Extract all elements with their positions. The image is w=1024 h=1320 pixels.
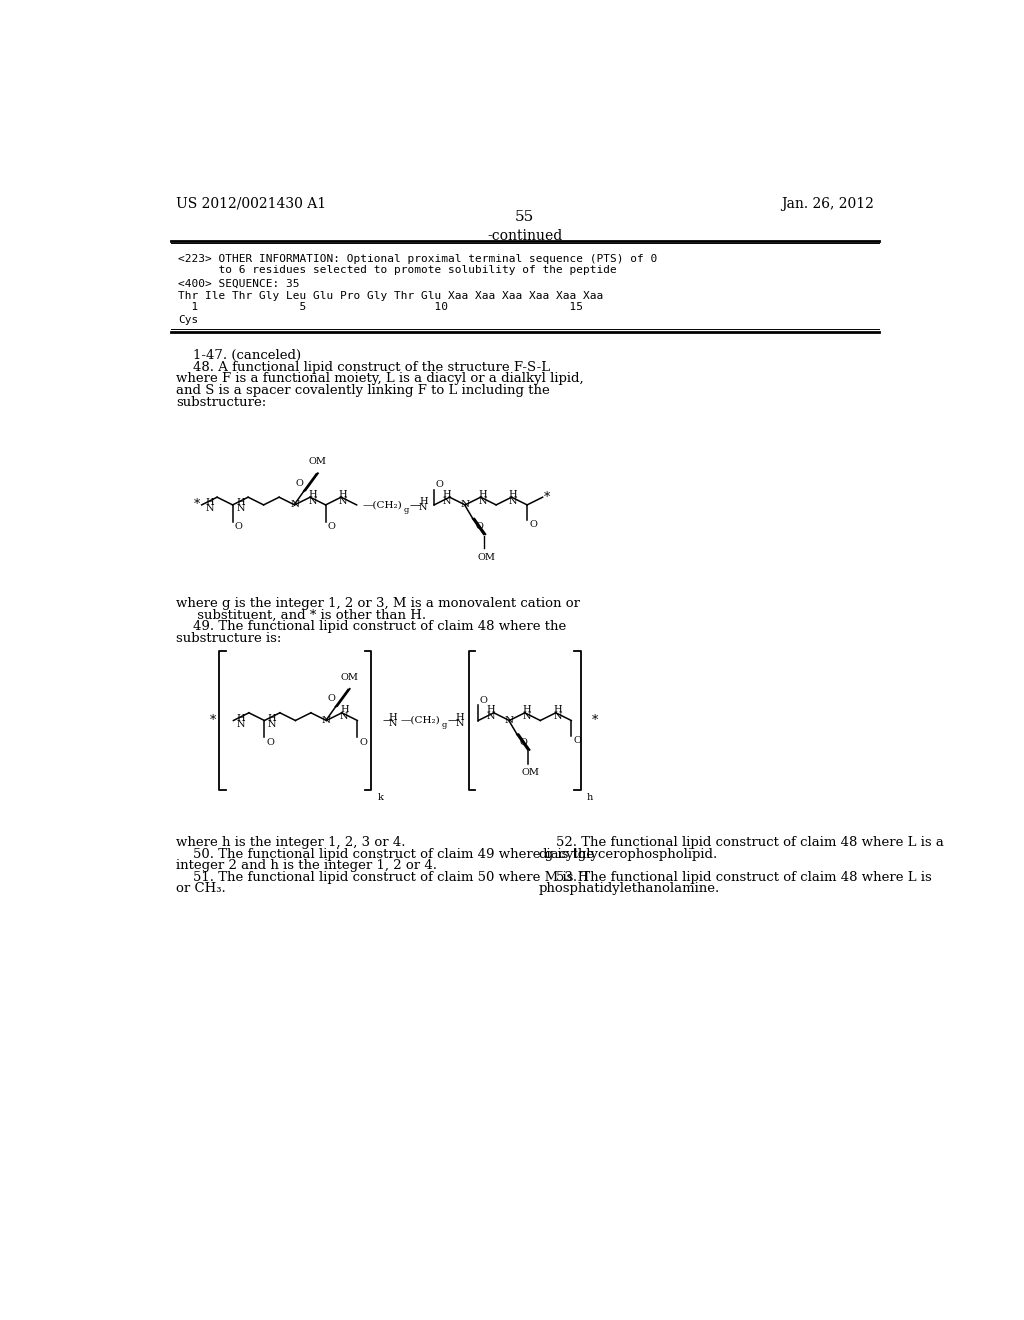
Text: H: H: [523, 705, 531, 714]
Text: g: g: [403, 506, 410, 513]
Text: g: g: [442, 721, 447, 729]
Text: where F is a functional moiety, L is a diacyl or a dialkyl lipid,: where F is a functional moiety, L is a d…: [176, 372, 584, 385]
Text: Thr Ile Thr Gly Leu Glu Pro Gly Thr Glu Xaa Xaa Xaa Xaa Xaa Xaa: Thr Ile Thr Gly Leu Glu Pro Gly Thr Glu …: [178, 290, 603, 301]
Text: H: H: [486, 705, 495, 714]
Text: —: —: [447, 715, 459, 726]
Text: O: O: [435, 480, 443, 490]
Text: 51. The functional lipid construct of claim 50 where M is H: 51. The functional lipid construct of cl…: [176, 871, 589, 883]
Text: Jan. 26, 2012: Jan. 26, 2012: [780, 197, 873, 211]
Text: *: *: [210, 714, 216, 727]
Text: H: H: [205, 498, 214, 507]
Text: O: O: [266, 738, 274, 747]
Text: N: N: [290, 500, 299, 510]
Text: 1-47. (canceled): 1-47. (canceled): [176, 350, 301, 363]
Text: *: *: [544, 491, 550, 504]
Text: O: O: [480, 696, 487, 705]
Text: substructure is:: substructure is:: [176, 632, 282, 645]
Text: H: H: [553, 705, 561, 714]
Text: —: —: [410, 500, 421, 510]
Text: N: N: [419, 503, 428, 512]
Text: H: H: [338, 490, 347, 499]
Text: 55: 55: [515, 210, 535, 224]
Text: 49. The functional lipid construct of claim 48 where the: 49. The functional lipid construct of cl…: [176, 620, 566, 634]
Text: H: H: [237, 498, 245, 507]
Text: N: N: [338, 496, 347, 506]
Text: N: N: [486, 713, 495, 721]
Text: N: N: [505, 715, 514, 725]
Text: O: O: [573, 737, 582, 744]
Text: or CH₃.: or CH₃.: [176, 882, 226, 895]
Text: O: O: [328, 521, 336, 531]
Text: <223> OTHER INFORMATION: Optional proximal terminal sequence (PTS) of 0: <223> OTHER INFORMATION: Optional proxim…: [178, 253, 657, 264]
Text: H: H: [389, 713, 397, 722]
Text: OM: OM: [478, 553, 496, 562]
Text: N: N: [461, 500, 470, 510]
Text: H: H: [340, 705, 348, 714]
Text: OM: OM: [309, 457, 327, 466]
Text: N: N: [509, 496, 517, 506]
Text: N: N: [237, 719, 246, 729]
Text: O: O: [327, 694, 335, 704]
Text: *: *: [592, 714, 598, 727]
Text: H: H: [268, 714, 276, 722]
Text: O: O: [519, 738, 527, 747]
Text: O: O: [295, 479, 303, 488]
Text: —: —: [382, 715, 393, 726]
Text: to 6 residues selected to promote solubility of the peptide: to 6 residues selected to promote solubi…: [178, 264, 617, 275]
Text: N: N: [340, 713, 348, 721]
Text: N: N: [553, 713, 561, 721]
Text: N: N: [389, 719, 397, 729]
Text: H: H: [456, 713, 464, 722]
Text: diacylglycerophospholipid.: diacylglycerophospholipid.: [539, 847, 718, 861]
Text: and S is a spacer covalently linking F to L including the: and S is a spacer covalently linking F t…: [176, 384, 550, 397]
Text: N: N: [237, 504, 245, 513]
Text: US 2012/0021430 A1: US 2012/0021430 A1: [176, 197, 327, 211]
Text: -continued: -continued: [487, 230, 562, 243]
Text: OM: OM: [522, 768, 540, 777]
Text: 1               5                   10                  15: 1 5 10 15: [178, 302, 584, 312]
Text: H: H: [237, 714, 246, 722]
Text: O: O: [234, 521, 243, 531]
Text: N: N: [456, 719, 464, 729]
Text: N: N: [205, 504, 214, 513]
Text: H: H: [509, 490, 517, 499]
Text: OM: OM: [341, 673, 358, 682]
Text: N: N: [268, 719, 276, 729]
Text: 52. The functional lipid construct of claim 48 where L is a: 52. The functional lipid construct of cl…: [539, 836, 944, 849]
Text: N: N: [308, 496, 316, 506]
Text: where h is the integer 1, 2, 3 or 4.: where h is the integer 1, 2, 3 or 4.: [176, 836, 406, 849]
Text: —(CH₂): —(CH₂): [362, 500, 402, 510]
Text: N: N: [442, 496, 451, 506]
Text: N: N: [523, 713, 531, 721]
Text: O: O: [359, 738, 368, 747]
Text: H: H: [308, 490, 316, 499]
Text: phosphatidylethanolamine.: phosphatidylethanolamine.: [539, 882, 720, 895]
Text: O: O: [475, 521, 483, 531]
Text: substructure:: substructure:: [176, 396, 266, 409]
Text: h: h: [587, 793, 593, 803]
Text: H: H: [419, 498, 428, 507]
Text: where g is the integer 1, 2 or 3, M is a monovalent cation or: where g is the integer 1, 2 or 3, M is a…: [176, 598, 580, 610]
Text: H: H: [442, 490, 451, 499]
Text: H: H: [478, 490, 487, 499]
Text: <400> SEQUENCE: 35: <400> SEQUENCE: 35: [178, 279, 300, 289]
Text: integer 2 and h is the integer 1, 2 or 4.: integer 2 and h is the integer 1, 2 or 4…: [176, 859, 437, 873]
Text: *: *: [194, 499, 200, 511]
Text: 50. The functional lipid construct of claim 49 where g is the: 50. The functional lipid construct of cl…: [176, 847, 594, 861]
Text: N: N: [322, 715, 331, 725]
Text: Cys: Cys: [178, 315, 199, 326]
Text: O: O: [529, 520, 538, 529]
Text: 48. A functional lipid construct of the structure F-S-L: 48. A functional lipid construct of the …: [176, 360, 550, 374]
Text: substituent, and * is other than H.: substituent, and * is other than H.: [176, 609, 426, 622]
Text: 53. The functional lipid construct of claim 48 where L is: 53. The functional lipid construct of cl…: [539, 871, 932, 883]
Text: —(CH₂): —(CH₂): [400, 715, 440, 725]
Text: k: k: [378, 793, 383, 803]
Text: N: N: [478, 496, 487, 506]
